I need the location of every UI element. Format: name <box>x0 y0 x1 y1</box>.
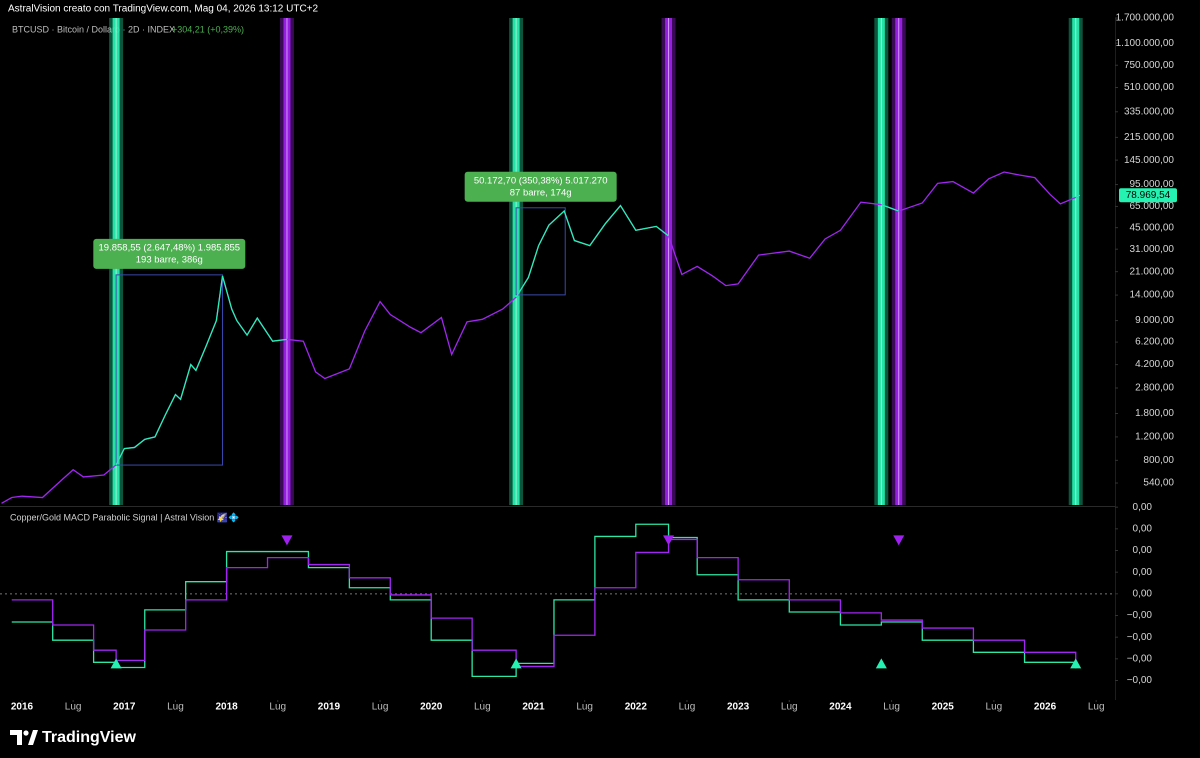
signal-up-marker <box>875 658 887 669</box>
y-tick-label: 1.800,00 <box>1135 408 1174 419</box>
signal-up-marker <box>1070 658 1082 669</box>
signal-down-marker <box>663 535 675 546</box>
x-tick-label: 2024 <box>829 702 852 713</box>
x-tick-label: Lug <box>576 702 593 713</box>
price-line-signal <box>115 275 288 466</box>
y-tick-label: 145.000,00 <box>1124 155 1174 166</box>
brand-logo <box>10 730 38 745</box>
y-tick-label: 21.000,00 <box>1130 266 1175 277</box>
x-tick-label: 2019 <box>318 702 341 713</box>
measure-label: 19.858,55 (2.647,48%) 1.985.855 <box>99 242 241 253</box>
indicator-y-tick-label: −0,00 <box>1127 610 1153 621</box>
x-tick-label: 2017 <box>113 702 136 713</box>
x-tick-label: 2022 <box>625 702 648 713</box>
indicator-y-tick-label: 0,00 <box>1133 588 1153 599</box>
y-tick-label: 750.000,00 <box>1124 60 1174 71</box>
x-tick-label: Lug <box>1088 702 1105 713</box>
x-tick-label: 2021 <box>522 702 545 713</box>
signal-down-marker <box>281 535 293 546</box>
last-price-box <box>1119 188 1177 203</box>
indicator-y-tick-label: 0,00 <box>1133 545 1153 556</box>
y-tick-label: 510.000,00 <box>1124 82 1174 93</box>
indicator-y-tick-label: −0,00 <box>1127 653 1153 664</box>
indicator-y-tick-label: 0,00 <box>1133 523 1153 534</box>
y-tick-label: 1.100.000,00 <box>1116 38 1175 49</box>
x-tick-label: Lug <box>474 702 491 713</box>
y-tick-label: 1.700.000,00 <box>1116 13 1175 24</box>
x-tick-label: 2016 <box>11 702 34 713</box>
y-tick-label: 9.000,00 <box>1135 315 1174 326</box>
last-price-label: 78.969,54 <box>1126 190 1171 201</box>
y-tick-label: 1.200,00 <box>1135 432 1174 443</box>
y-tick-label: 540,00 <box>1143 478 1174 489</box>
x-tick-label: 2026 <box>1034 702 1057 713</box>
indicator-y-tick-label: −0,00 <box>1127 632 1153 643</box>
y-tick-label: 6.200,00 <box>1135 337 1174 348</box>
x-tick-label: 2018 <box>215 702 238 713</box>
measure-label: 50.172,70 (350,38%) 5.017.270 <box>474 175 608 186</box>
y-tick-label: 4.200,00 <box>1135 359 1174 370</box>
logo-icon <box>28 730 38 745</box>
y-tick-label: 31.000,00 <box>1130 244 1175 255</box>
y-tick-label: 45.000,00 <box>1130 222 1175 233</box>
signal-down-marker <box>893 535 905 546</box>
y-tick-label: 335.000,00 <box>1124 106 1174 117</box>
price-line-signal <box>881 204 899 212</box>
measure-sublabel: 193 barre, 386g <box>136 254 203 265</box>
x-tick-label: Lug <box>679 702 696 713</box>
y-tick-label: 800,00 <box>1143 455 1174 466</box>
measure-box <box>115 274 224 466</box>
y-tick-label: 65.000,00 <box>1130 201 1175 212</box>
x-tick-label: 2025 <box>932 702 955 713</box>
x-tick-label: Lug <box>986 702 1003 713</box>
symbol-title: BTCUSD · Bitcoin / Dollaro · 2D · INDEX <box>12 24 175 34</box>
x-tick-label: Lug <box>883 702 900 713</box>
price-line-signal <box>515 204 669 298</box>
x-tick-label: Lug <box>65 702 82 713</box>
x-tick-label: 2023 <box>727 702 750 713</box>
x-tick-label: 2020 <box>420 702 443 713</box>
y-tick-label: 2.800,00 <box>1135 383 1174 394</box>
brand-name: TradingView <box>42 729 137 746</box>
y-tick-label: 95.000,00 <box>1130 179 1175 190</box>
macd-line <box>11 523 1077 678</box>
x-tick-label: Lug <box>372 702 389 713</box>
price-line-signal <box>1075 194 1081 198</box>
signal-up-marker <box>110 658 122 669</box>
indicator-y-tick-label: 0,00 <box>1133 567 1153 578</box>
measure-sublabel: 87 barre, 174g <box>510 187 572 198</box>
price-change: +304,21 (+0,39%) <box>172 24 244 34</box>
measure-box <box>515 207 566 296</box>
signal-up-marker <box>510 658 522 669</box>
indicator-title: Copper/Gold MACD Parabolic Signal | Astr… <box>10 511 239 522</box>
y-tick-label: 14.000,00 <box>1130 290 1175 301</box>
x-tick-label: Lug <box>269 702 286 713</box>
x-tick-label: Lug <box>167 702 184 713</box>
logo-icon <box>10 730 22 745</box>
indicator-y-tick-label: 0,00 <box>1133 502 1153 513</box>
indicator-y-tick-label: −0,00 <box>1127 675 1153 686</box>
measure-label-box <box>464 171 617 202</box>
logo-icon <box>23 730 29 736</box>
header-title: AstralVision creato con TradingView.com,… <box>8 4 319 15</box>
measure-label-box <box>93 238 246 269</box>
y-tick-label: 215.000,00 <box>1124 132 1174 143</box>
x-tick-label: Lug <box>781 702 798 713</box>
